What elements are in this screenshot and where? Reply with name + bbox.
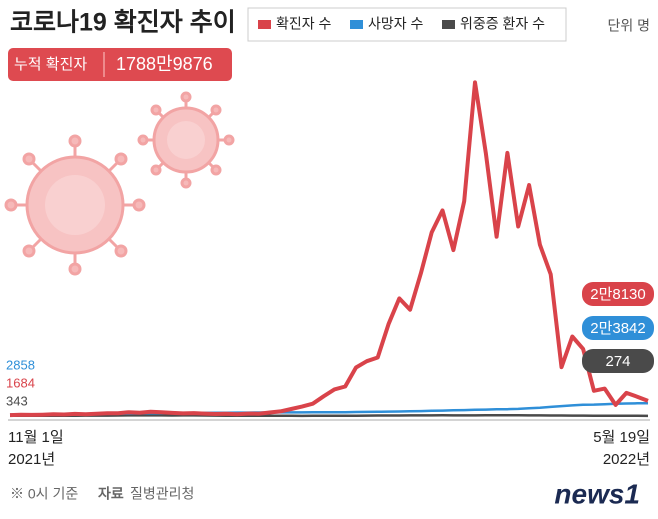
total-value: 1788만9876	[116, 54, 213, 74]
start-value-label: 1684	[6, 375, 35, 390]
start-value-label: 2858	[6, 357, 35, 372]
end-value-label: 2만8130	[590, 286, 646, 303]
end-value-label: 2만3842	[590, 320, 646, 337]
x-tick-label: 5월 19일	[593, 429, 650, 446]
series-line	[9, 80, 649, 418]
end-badge	[582, 316, 654, 340]
legend-swatch	[442, 20, 455, 29]
note: ※ 0시 기준	[10, 486, 78, 502]
end-badge	[582, 349, 654, 373]
legend-swatch	[258, 20, 271, 29]
virus-decoration	[4, 91, 235, 276]
x-tick-label: 11월 1일	[8, 429, 64, 446]
x-year-label: 2021년	[8, 451, 55, 468]
end-value-label: 274	[605, 353, 630, 370]
x-year-label: 2022년	[603, 451, 650, 468]
legend-label: 위중증 환자 수	[460, 16, 545, 32]
legend-box	[247, 7, 567, 42]
logo: news1	[554, 478, 640, 509]
chart-title: 코로나19 확진자 추이	[10, 9, 236, 37]
series-line	[10, 414, 649, 418]
unit: 단위 명	[607, 18, 650, 34]
legend-swatch	[350, 20, 363, 29]
legend-label: 사망자 수	[368, 16, 424, 32]
start-value-label: 343	[6, 393, 28, 408]
source-label: 자료	[98, 486, 124, 502]
total-label: 누적 확진자	[14, 56, 87, 73]
total-badge	[8, 48, 232, 81]
source: 질병관리청	[130, 486, 194, 502]
end-badge	[582, 282, 654, 306]
legend-label: 확진자 수	[276, 16, 332, 32]
